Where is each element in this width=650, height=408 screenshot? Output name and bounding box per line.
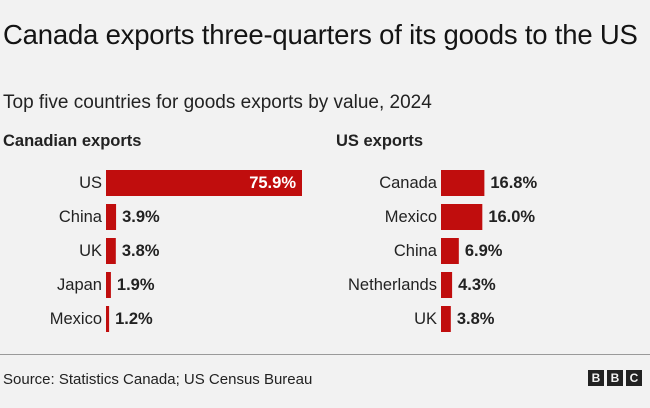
category-label: China: [59, 208, 103, 226]
category-label: Netherlands: [348, 276, 437, 294]
data-label: 3.8%: [122, 242, 160, 260]
bar: [441, 204, 483, 230]
chart-title: Canada exports three-quarters of its goo…: [3, 19, 638, 50]
bar: [106, 238, 116, 264]
bar: [441, 306, 451, 332]
bbc-logo-block: C: [626, 370, 642, 386]
us-exports-title: US exports: [336, 132, 424, 150]
data-label: 16.8%: [490, 174, 537, 192]
data-label: 1.9%: [117, 276, 155, 294]
bar: [106, 306, 110, 332]
category-label: UK: [79, 242, 102, 260]
data-label: 4.3%: [458, 276, 496, 294]
category-label: Canada: [379, 174, 438, 192]
bar: [106, 272, 111, 298]
data-label: 75.9%: [249, 174, 296, 192]
category-label: Mexico: [50, 310, 102, 328]
bbc-logo: B B C: [588, 370, 642, 386]
bar: [441, 238, 459, 264]
footer-divider: [0, 354, 650, 355]
bar: [106, 170, 302, 196]
category-label: UK: [414, 310, 437, 328]
bar: [106, 204, 117, 230]
data-label: 16.0%: [488, 208, 535, 226]
canadian-exports-chart: US 75.9% China 3.9% UK 3.8% Japan 1.9% Mexico 1.2…: [50, 170, 302, 332]
bar: [441, 272, 453, 298]
bbc-logo-block: B: [607, 370, 623, 386]
category-label: US: [79, 174, 102, 192]
us-exports-chart: Canada 16.8% Mexico 16.0% China 6.9% Netherlan…: [348, 170, 537, 332]
category-label: China: [394, 242, 438, 260]
data-label: 1.2%: [115, 310, 153, 328]
data-label: 6.9%: [465, 242, 503, 260]
canadian-exports-title: Canadian exports: [3, 132, 142, 150]
bar: [441, 170, 485, 196]
data-label: 3.9%: [122, 208, 160, 226]
data-label: 3.8%: [457, 310, 495, 328]
source-note: Source: Statistics Canada; US Census Bur…: [3, 371, 313, 388]
chart-subtitle: Top five countries for goods exports by …: [3, 92, 432, 113]
category-label: Japan: [57, 276, 102, 294]
bbc-logo-block: B: [588, 370, 604, 386]
category-label: Mexico: [385, 208, 437, 226]
